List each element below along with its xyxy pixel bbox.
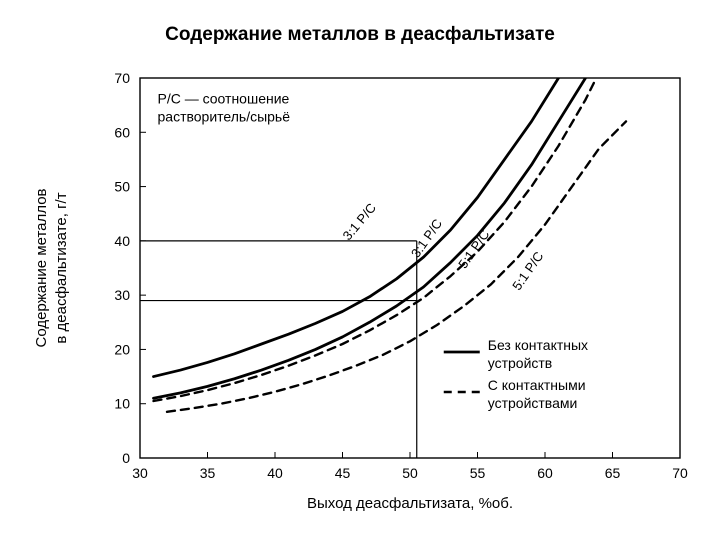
series-label-dash_3_1: 5:1 Р/С — [455, 227, 492, 271]
y-tick-label: 50 — [114, 179, 130, 195]
x-tick-label: 55 — [470, 465, 486, 481]
y-tick-label: 70 — [114, 70, 130, 86]
x-tick-label: 40 — [267, 465, 283, 481]
y-axis-label-1: Содержание металлов — [33, 188, 50, 347]
legend-label-1-l2: устройствами — [488, 395, 578, 411]
legend-label-1-l1: С контактными — [488, 377, 586, 393]
chart-container: 30 35 40 45 50 55 60 65 70 0 10 20 30 40 50 60 70 Выход д… — [30, 60, 710, 530]
x-tick-label: 70 — [672, 465, 688, 481]
y-tick-label: 60 — [114, 124, 130, 140]
x-tick-label: 35 — [200, 465, 216, 481]
legend-label-0-l1: Без контактных — [488, 337, 588, 353]
legend-label-0-l2: устройств — [488, 355, 553, 371]
x-axis-label: Выход деасфальтизата, %об. — [307, 495, 513, 512]
y-tick-label: 40 — [114, 233, 130, 249]
series-label-dash_5_1: 5:1 Р/С — [509, 249, 546, 293]
x-tick-label: 60 — [537, 465, 553, 481]
series-dash_5_1 — [167, 121, 626, 411]
x-tick-label: 50 — [402, 465, 418, 481]
series-label-solid_3_1: 3:1 Р/С — [340, 200, 379, 243]
x-tick-label: 65 — [605, 465, 621, 481]
y-tick-label: 30 — [114, 287, 130, 303]
x-tick-label: 45 — [335, 465, 351, 481]
x-tick-label: 30 — [132, 465, 148, 481]
y-tick-label: 20 — [114, 341, 130, 357]
y-axis-label-2: в деасфальтизате, г/т — [53, 192, 70, 343]
y-tick-label: 10 — [114, 396, 130, 412]
chart-svg: 30 35 40 45 50 55 60 65 70 0 10 20 30 40 50 60 70 Выход д… — [30, 60, 710, 530]
annotation-line-1: Р/С — соотношение — [158, 91, 290, 107]
page-title: Содержание металлов в деасфальтизате — [0, 24, 720, 46]
y-tick-label: 0 — [122, 450, 130, 466]
annotation-line-2: растворитель/сырьё — [158, 109, 291, 125]
